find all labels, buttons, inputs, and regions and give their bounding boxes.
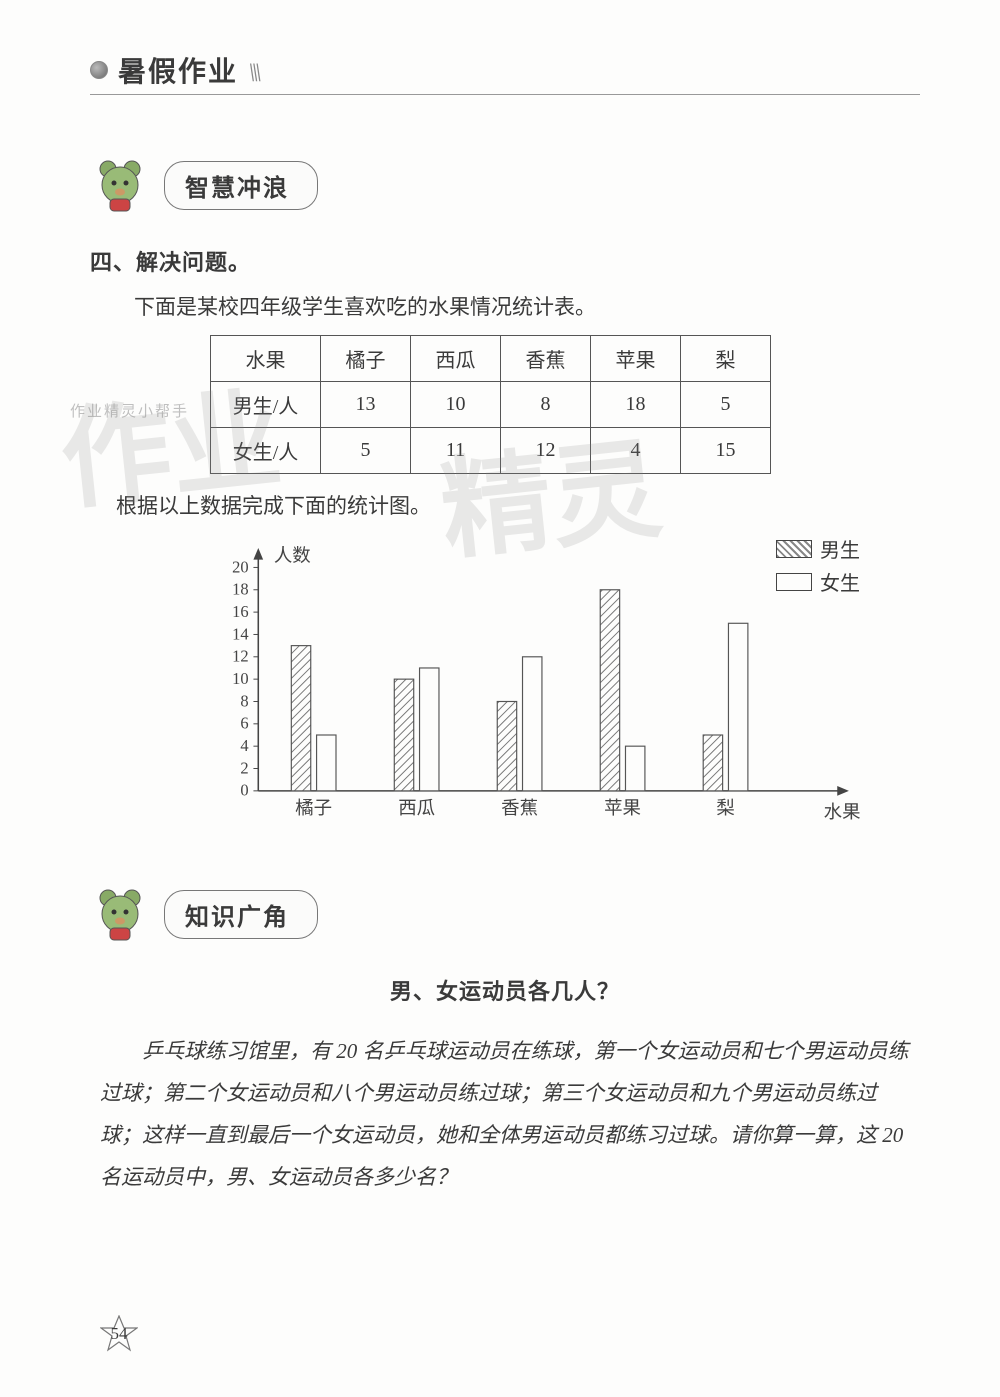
table-header: 水果 — [211, 336, 321, 382]
table-cell: 5 — [321, 428, 411, 474]
watermark-small: 作业精灵小帮手 — [70, 400, 189, 421]
question-heading: 四、解决问题。 — [90, 245, 920, 277]
table-header: 梨 — [681, 336, 771, 382]
table-row: 女生/人51112415 — [211, 428, 771, 474]
table-cell: 15 — [681, 428, 771, 474]
svg-text:2: 2 — [240, 758, 248, 777]
svg-text:橘子: 橘子 — [295, 798, 332, 818]
svg-text:香蕉: 香蕉 — [501, 798, 538, 818]
legend-swatch-blank — [776, 573, 812, 591]
bear-icon — [90, 884, 150, 944]
question-intro: 下面是某校四年级学生喜欢吃的水果情况统计表。 — [134, 291, 920, 321]
svg-text:8: 8 — [240, 691, 248, 710]
bear-icon — [90, 155, 150, 215]
legend-label-boys: 男生 — [820, 534, 860, 563]
table-cell: 12 — [501, 428, 591, 474]
header-title: 暑假作业 — [118, 50, 238, 90]
svg-text:苹果: 苹果 — [604, 798, 641, 818]
legend-swatch-hatch — [776, 540, 812, 558]
section-badge-knowledge: 知识广角 — [90, 884, 920, 944]
svg-text:4: 4 — [240, 736, 248, 755]
svg-text:6: 6 — [240, 714, 248, 733]
table-header: 橘子 — [321, 336, 411, 382]
svg-text:18: 18 — [232, 580, 249, 599]
table-cell: 8 — [501, 382, 591, 428]
page-number-badge: 54 — [100, 1315, 138, 1353]
table-cell: 5 — [681, 382, 771, 428]
table-cell: 13 — [321, 382, 411, 428]
chart-legend: 男生 女生 — [776, 534, 860, 600]
legend-label-girls: 女生 — [820, 567, 860, 596]
svg-text:0: 0 — [240, 781, 248, 800]
table-header: 香蕉 — [501, 336, 591, 382]
knowledge-title: 男、女运动员各几人？ — [90, 974, 920, 1006]
page-number: 54 — [111, 1324, 128, 1344]
svg-text:12: 12 — [232, 647, 249, 666]
page: 暑假作业 \\\ 作业 精灵 作业精灵小帮手 智慧冲浪 四、解决问题。 下面是某… — [0, 0, 1000, 1397]
svg-text:14: 14 — [232, 624, 249, 643]
table-cell: 18 — [591, 382, 681, 428]
svg-text:梨: 梨 — [716, 798, 734, 818]
section-badge-wisdom: 智慧冲浪 — [90, 155, 920, 215]
table-header: 西瓜 — [411, 336, 501, 382]
badge-label-wisdom: 智慧冲浪 — [164, 161, 318, 210]
table-cell: 11 — [411, 428, 501, 474]
svg-text:人数: 人数 — [274, 546, 311, 566]
table-row-label: 男生/人 — [211, 382, 321, 428]
svg-text:水果: 水果 — [824, 802, 861, 822]
svg-text:16: 16 — [232, 602, 249, 621]
table-cell: 4 — [591, 428, 681, 474]
table-row-label: 女生/人 — [211, 428, 321, 474]
bullet-icon — [90, 61, 108, 79]
page-header: 暑假作业 \\\ — [90, 50, 920, 95]
below-table-text: 根据以上数据完成下面的统计图。 — [116, 490, 920, 520]
legend-girls: 女生 — [776, 567, 860, 596]
fruit-table: 水果橘子西瓜香蕉苹果梨 男生/人13108185女生/人51112415 — [210, 335, 771, 474]
bar-chart: 男生 女生 0 2 4 6 8 10 12 14 16 18 20 人数水果 橘子 西瓜 香蕉 苹果 梨 — [200, 534, 880, 834]
table-row: 男生/人13108185 — [211, 382, 771, 428]
svg-text:10: 10 — [232, 669, 249, 688]
legend-boys: 男生 — [776, 534, 860, 563]
table-cell: 10 — [411, 382, 501, 428]
knowledge-body: 乒乓球练习馆里，有 20 名乒乓球运动员在练球，第一个女运动员和七个男运动员练过… — [90, 1030, 920, 1198]
slash-icon: \\\ — [248, 58, 258, 88]
badge-label-knowledge: 知识广角 — [164, 890, 318, 939]
svg-text:西瓜: 西瓜 — [398, 798, 435, 818]
table-header: 苹果 — [591, 336, 681, 382]
svg-text:20: 20 — [232, 557, 249, 576]
